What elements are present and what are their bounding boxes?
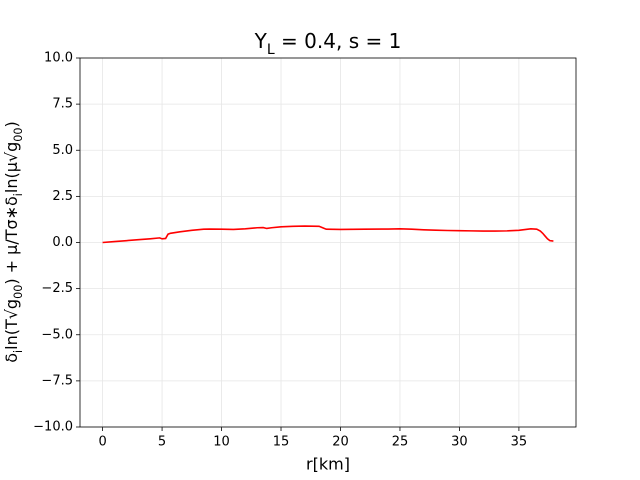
x-axis-label: r[km] xyxy=(306,455,350,474)
x-tick-label: 20 xyxy=(332,435,349,450)
x-tick-label: 0 xyxy=(98,435,106,450)
x-tick-label: 10 xyxy=(213,435,230,450)
y-tick-label: 10.0 xyxy=(44,51,73,66)
y-tick-label: 2.5 xyxy=(52,189,73,204)
y-tick-label: 7.5 xyxy=(52,97,73,112)
y-tick-label: 5.0 xyxy=(52,143,73,158)
data-line xyxy=(102,225,554,244)
x-tick-label: 5 xyxy=(158,435,166,450)
y-tick-label: −7.5 xyxy=(41,373,73,388)
chart-title: YL = 0.4, s = 1 xyxy=(254,29,402,59)
y-axis-label: δiln(T√g00) + μ/Tσ∗δiln(μ√g00) xyxy=(2,121,25,363)
y-tick-label: −5.0 xyxy=(41,327,73,342)
x-tick-label: 30 xyxy=(451,435,468,450)
y-tick-label: −2.5 xyxy=(41,281,73,296)
plot-frame xyxy=(79,57,577,428)
x-tick-label: 35 xyxy=(511,435,528,450)
x-tick-label: 15 xyxy=(273,435,290,450)
y-tick-label: 0.0 xyxy=(52,235,73,250)
y-tick-label: −10.0 xyxy=(33,420,73,435)
x-tick-label: 25 xyxy=(392,435,409,450)
